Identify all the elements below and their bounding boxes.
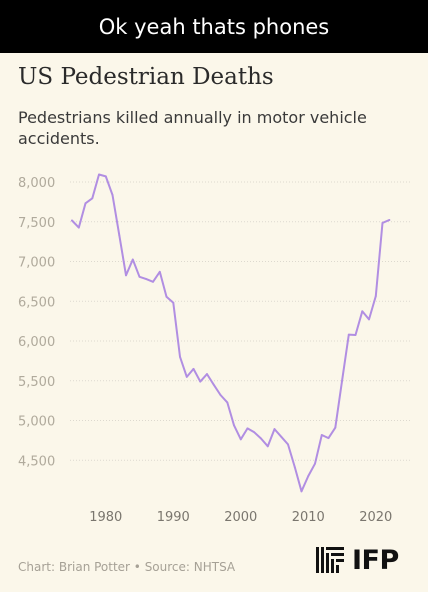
data-point <box>354 334 357 336</box>
chart-footer: Chart: Brian Potter • Source: NHTSA <box>18 560 236 574</box>
y-axis-ticks: 4,500 5,000 5,500 6,000 6,500 7,000 7,500 8,000 <box>18 176 55 469</box>
y-tick-label: 7,000 <box>18 256 55 271</box>
logo-text: IFP <box>352 544 399 576</box>
y-tick-label: 7,500 <box>18 216 55 231</box>
data-point <box>307 475 310 477</box>
chart-subtitle: Pedestrians killed annually in motor veh… <box>18 108 367 148</box>
data-point <box>280 435 283 438</box>
y-tick-label: 6,000 <box>18 335 55 350</box>
data-point <box>381 222 384 224</box>
data-point <box>104 175 107 178</box>
x-axis-ticks: 1980 1990 2000 2010 2020 <box>89 510 392 525</box>
data-point <box>192 368 195 370</box>
data-point <box>206 373 208 375</box>
data-point <box>138 275 141 278</box>
data-point <box>152 280 154 283</box>
data-point <box>84 202 87 205</box>
data-point <box>388 219 391 221</box>
x-tick-label: 2000 <box>224 510 257 525</box>
x-tick-label: 2020 <box>359 510 392 525</box>
data-point <box>253 431 256 434</box>
data-point <box>199 380 202 383</box>
data-point <box>131 258 134 261</box>
y-tick-label: 5,500 <box>18 375 55 390</box>
data-point <box>125 274 127 277</box>
data-point <box>145 278 148 280</box>
data-point <box>334 426 337 429</box>
data-point <box>118 234 121 237</box>
series-line <box>71 173 391 493</box>
data-point <box>327 437 330 439</box>
y-tick-label: 5,000 <box>18 415 55 430</box>
ifp-logo: IFP <box>316 544 399 576</box>
data-point <box>98 173 100 176</box>
data-point <box>71 219 73 222</box>
data-point <box>341 380 343 383</box>
x-tick-label: 1980 <box>89 510 122 525</box>
series-layer <box>71 173 391 493</box>
caption-text: Ok yeah thats phones <box>98 14 330 39</box>
data-point <box>219 394 222 396</box>
y-tick-label: 8,000 <box>18 176 55 191</box>
data-point <box>212 383 215 386</box>
data-point <box>320 434 323 436</box>
data-point <box>300 490 303 493</box>
data-point <box>374 295 377 297</box>
y-tick-label: 4,500 <box>18 454 55 469</box>
data-point <box>314 462 316 465</box>
data-point <box>361 310 364 313</box>
data-point <box>260 437 262 440</box>
data-point <box>172 301 175 304</box>
data-point <box>226 401 229 404</box>
data-point <box>179 355 181 358</box>
data-point <box>165 295 168 298</box>
data-point <box>77 226 80 229</box>
data-point <box>239 438 242 441</box>
chart-title: US Pedestrian Deaths <box>18 64 274 90</box>
data-point <box>246 427 249 430</box>
data-point <box>185 375 188 378</box>
data-point <box>158 270 161 273</box>
data-point <box>233 424 235 427</box>
y-tick-label: 6,500 <box>18 295 55 310</box>
data-point <box>347 333 350 336</box>
data-point <box>91 197 94 200</box>
data-point <box>287 443 289 446</box>
ifp-bars-icon <box>316 547 344 573</box>
data-point <box>266 445 269 448</box>
data-point <box>368 318 370 321</box>
caption-bar: Ok yeah thats phones <box>0 0 428 53</box>
data-point <box>111 194 114 196</box>
data-point <box>273 428 276 430</box>
x-tick-label: 2010 <box>292 510 325 525</box>
x-tick-label: 1990 <box>157 510 190 525</box>
data-point <box>293 466 296 468</box>
